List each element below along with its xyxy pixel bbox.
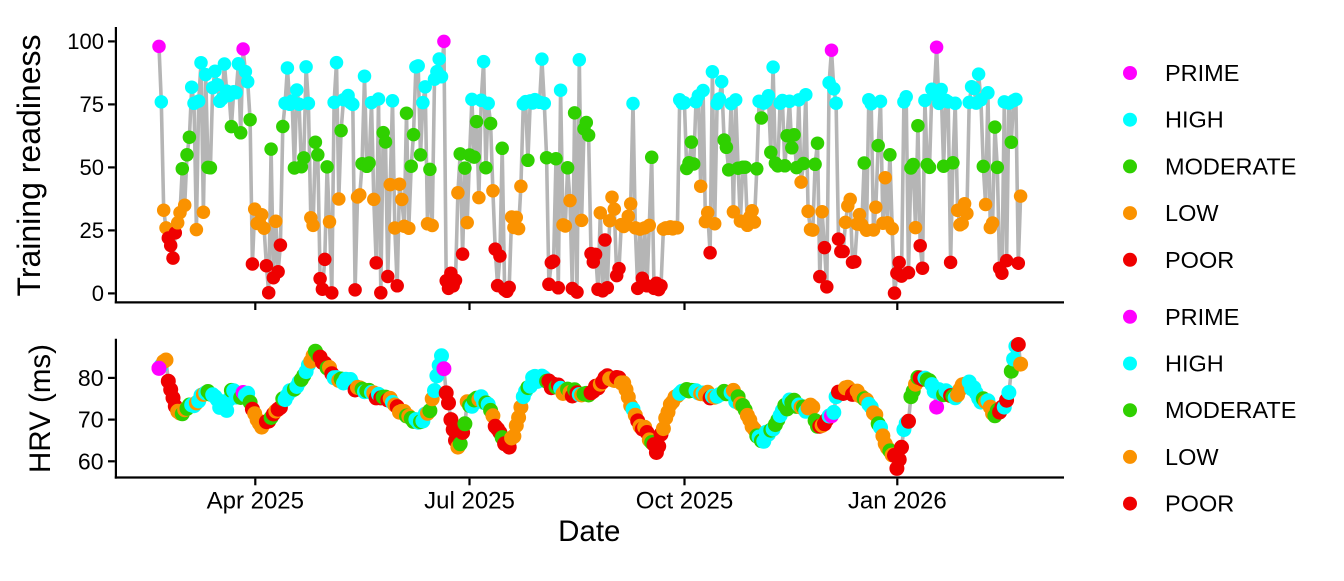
svg-text:25: 25 (80, 218, 104, 243)
svg-text:HIGH: HIGH (1165, 351, 1224, 377)
svg-text:LOW: LOW (1165, 200, 1219, 226)
svg-text:0: 0 (92, 281, 104, 306)
svg-text:HIGH: HIGH (1165, 107, 1224, 133)
svg-text:Jan 2026: Jan 2026 (848, 488, 947, 515)
svg-text:POOR: POOR (1165, 247, 1234, 273)
svg-text:100: 100 (67, 29, 104, 54)
svg-text:Date: Date (558, 515, 620, 548)
svg-text:PRIME: PRIME (1165, 60, 1239, 86)
svg-text:75: 75 (80, 92, 104, 117)
svg-text:70: 70 (78, 407, 104, 433)
svg-text:LOW: LOW (1165, 444, 1219, 470)
svg-text:50: 50 (80, 155, 104, 180)
svg-text:Apr 2025: Apr 2025 (207, 488, 304, 515)
svg-text:Oct 2025: Oct 2025 (636, 488, 733, 515)
svg-text:Training readiness: Training readiness (11, 34, 47, 296)
svg-text:Jul 2025: Jul 2025 (424, 488, 515, 515)
svg-text:POOR: POOR (1165, 491, 1234, 517)
svg-text:PRIME: PRIME (1165, 304, 1239, 330)
svg-text:80: 80 (78, 365, 104, 391)
svg-text:60: 60 (78, 448, 104, 474)
svg-text:MODERATE: MODERATE (1165, 153, 1296, 179)
svg-text:HRV (ms): HRV (ms) (24, 344, 57, 473)
svg-text:MODERATE: MODERATE (1165, 397, 1296, 423)
